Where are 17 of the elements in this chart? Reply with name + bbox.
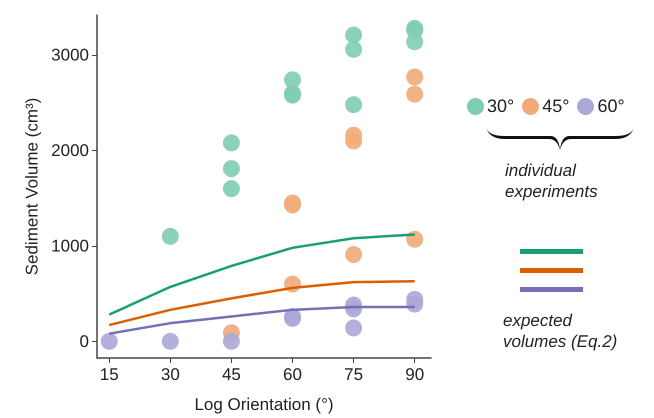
text: expected volumes (Eq.2)	[503, 310, 618, 352]
y-tick-label: 0	[80, 332, 89, 351]
y-axis-title: Sediment Volume (cm³)	[22, 98, 42, 276]
x-tick-label: 45	[222, 365, 241, 384]
x-tick-label: 60	[283, 365, 302, 384]
legend-label: 45°	[542, 96, 570, 117]
x-tick-label: 30	[160, 365, 180, 384]
y-tick-label: 3000	[51, 46, 89, 65]
y-tick-label: 1000	[51, 236, 89, 256]
legend-label: 60°	[597, 96, 625, 117]
x-tick-label: 15	[100, 365, 119, 384]
legend-label: 30°	[487, 96, 514, 117]
text: individual experiments	[505, 160, 599, 202]
x-tick-label: 90	[405, 365, 424, 384]
y-tick-label: 2000	[51, 140, 89, 160]
x-axis-title: Log Orientation (°)	[194, 395, 334, 414]
x-tick-label: 75	[344, 365, 364, 384]
